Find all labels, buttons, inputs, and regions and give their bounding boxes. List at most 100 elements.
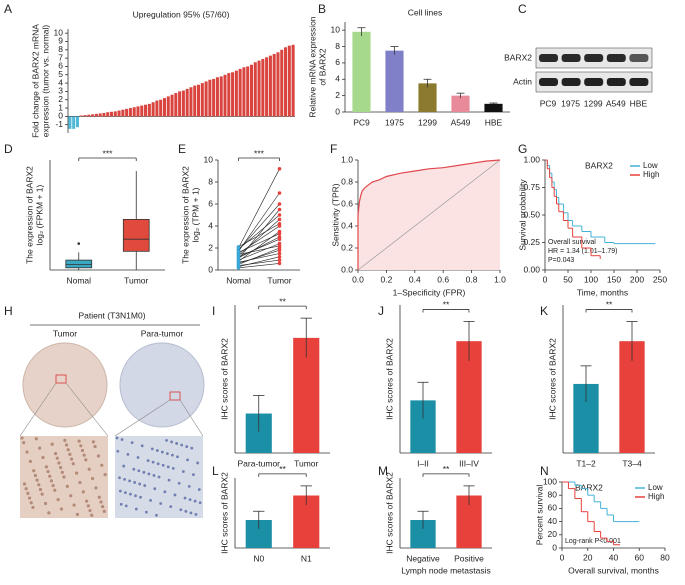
ihc-cell [166,465,170,469]
ihc-cell [34,437,38,441]
y-axis-label: of BARX2 [317,48,327,86]
x-category-label: Tumor [294,458,318,468]
ihc-cell [40,492,44,496]
zoom-line [65,382,109,437]
ihc-cell [128,479,132,483]
blot-lane-label: A549 [606,98,626,108]
ihc-cell [130,441,134,445]
pair-point [236,260,241,265]
ihc-cell [71,462,75,466]
blot-lane-label: PC9 [540,98,557,108]
x-tick-label: 0.2 [380,274,392,284]
bar [125,108,129,117]
ihc-cell [69,494,73,498]
x-category-label: Positive [454,553,484,563]
bar [197,84,201,117]
bar [109,111,114,117]
y-axis-label: log₂ (TPM + 1) [190,187,200,242]
blot-row-label: Actin [513,76,532,86]
ihc-cell [20,436,24,440]
zoom-box [55,374,67,384]
bar [418,83,437,112]
pair-point [236,266,241,270]
ihc-cell [143,484,147,487]
ihc-title: Patient (T3N1M0) [78,310,145,320]
ihc-cell [46,469,50,474]
ihc-cell [88,508,92,513]
ihc-cell [100,463,104,467]
ihc-cell [50,442,54,446]
ihc-cell [198,501,202,505]
significance-label: *** [103,148,114,158]
panel-letter: H [4,304,13,318]
y-tick-label: 10 [331,24,341,34]
y-tick-label: 80 [548,489,558,499]
box [122,218,150,252]
ihc-cell [189,511,193,515]
y-tick-label: 0 [552,542,557,552]
ihc-cell [155,449,159,452]
y-tick-label: 6 [58,61,63,71]
ihc-cell [129,492,132,496]
blot-band [539,54,558,62]
pair-line [238,245,280,255]
ihc-cell [86,504,90,508]
y-tick-label: 0 [335,106,340,116]
ihc-cell [165,438,168,442]
y-tick-label: 4 [58,77,63,87]
bar [261,58,265,117]
y-tick-label: 4 [208,220,213,230]
x-axis-label: Time, months [577,287,628,297]
pair-point [236,252,241,257]
blot-band [606,54,626,62]
y-tick-label: 0.2 [341,242,353,252]
ihc-cell [183,496,187,500]
ihc-cell [123,477,126,481]
ihc-cell [80,448,85,453]
annotation-note: HR = 1.34 (1.01–1.79) [548,248,617,255]
annotation-note: Log-rank P<0.001 [565,538,621,545]
bar [106,112,110,117]
y-axis-label: Fold change of BARX2 mRNA [30,24,40,138]
ihc-cell [22,482,27,486]
legend-label: High [643,170,659,179]
bar [162,98,166,117]
ihc-column: Para-tumor [141,328,184,338]
y-tick-label: 5 [58,69,63,79]
y-axis-label: The expression of BARX2 [180,166,190,264]
ihc-cell [160,450,164,454]
bar [223,74,227,117]
ihc-cell [49,479,54,483]
ihc-cell [64,443,69,447]
pair-point [277,258,282,262]
pair-line [238,219,280,256]
x-axis-label: 1–Specificity (FPR) [393,287,466,297]
pair-line [238,223,280,248]
blot-band [561,78,581,86]
x-category-label: Tumor [267,275,291,285]
x-tick-label: 1.0 [494,274,506,284]
panel-letter: F [330,142,337,156]
x-tick-label: 0.6 [437,274,449,284]
pair-line [238,209,280,260]
y-tick-label: 2 [58,94,63,104]
ihc-cell [75,512,80,517]
ihc-cell [185,445,189,448]
bar [193,85,197,117]
pair-point [236,249,241,254]
bar [280,49,284,117]
western-blot: BARX2 Actin PC9 1975 1299 A549 HBE [504,47,653,108]
y-axis-label: Sensitivity (TPR) [330,183,340,246]
y-tick-label: 0.25 [523,237,540,247]
bar [253,62,257,117]
pair-line [238,233,280,253]
legend-label: Low [643,161,658,170]
bar [227,73,231,117]
pair-line [238,249,280,264]
ihc-cell [170,440,174,444]
bar [181,90,185,117]
x-category-label: Negative [406,553,440,563]
bar [121,109,125,117]
x-category-label: I–II [417,458,429,468]
x-tick-label: 20 [583,552,593,562]
